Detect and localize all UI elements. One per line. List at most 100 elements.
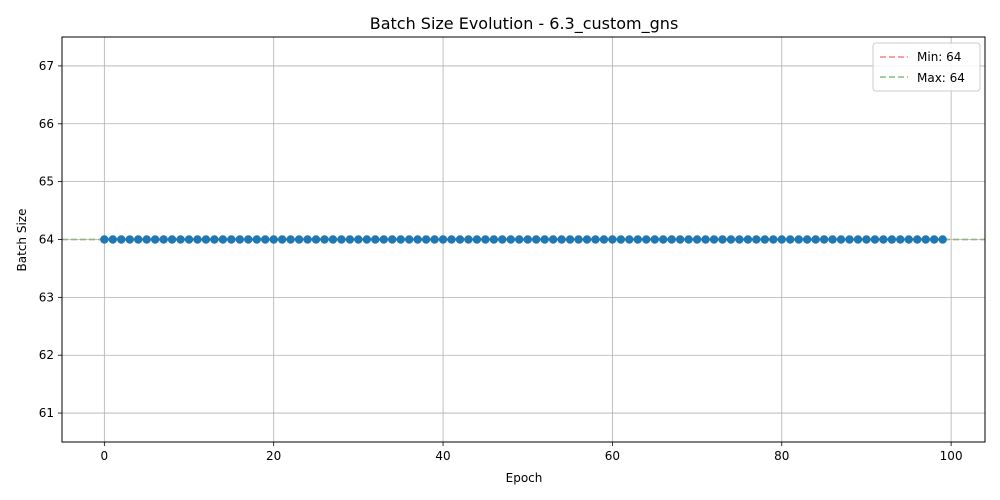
data-point	[413, 235, 422, 244]
x-tick-label: 100	[940, 449, 963, 463]
data-point	[142, 235, 151, 244]
data-point	[929, 235, 939, 244]
data-point	[464, 235, 473, 244]
x-tick-label: 40	[435, 449, 450, 463]
data-point	[125, 235, 134, 244]
data-point	[100, 235, 109, 244]
data-point	[760, 235, 770, 244]
data-point	[396, 235, 405, 244]
legend-label-max: Max: 64	[917, 71, 965, 85]
data-point	[523, 235, 532, 244]
data-point	[828, 235, 837, 244]
data-point	[388, 235, 397, 244]
data-point	[201, 235, 211, 244]
data-point	[176, 235, 185, 244]
data-point	[633, 235, 643, 244]
data-point	[303, 235, 312, 244]
data-point	[320, 235, 329, 244]
data-point	[735, 235, 744, 244]
data-point	[819, 235, 829, 244]
x-tick-label: 0	[101, 449, 109, 463]
data-point	[235, 235, 245, 244]
data-point	[684, 235, 693, 244]
data-point	[870, 235, 880, 244]
data-point	[498, 235, 507, 244]
data-point	[328, 235, 338, 244]
data-point	[887, 235, 897, 244]
x-axis-label: Epoch	[506, 471, 543, 485]
data-point	[794, 235, 803, 244]
data-point	[582, 235, 592, 244]
data-point	[117, 235, 126, 244]
data-point	[811, 235, 820, 244]
data-point	[362, 235, 372, 244]
data-point	[786, 235, 795, 244]
data-point	[481, 235, 490, 244]
data-point	[659, 235, 668, 244]
data-point	[218, 235, 228, 244]
data-point	[404, 235, 414, 244]
data-point	[193, 235, 202, 244]
y-tick-label: 65	[39, 175, 54, 189]
data-point	[515, 235, 524, 244]
data-point	[167, 235, 177, 244]
data-point	[269, 235, 278, 244]
data-point	[455, 235, 465, 244]
data-point	[557, 235, 566, 244]
data-point	[574, 235, 583, 244]
data-point	[650, 235, 659, 244]
data-point	[692, 235, 702, 244]
data-point	[354, 235, 363, 244]
y-tick-label: 64	[39, 233, 54, 247]
data-point	[565, 235, 575, 244]
x-axis-ticks: 0 20 40 60 80 100	[101, 442, 963, 463]
x-tick-label: 80	[774, 449, 789, 463]
data-point	[506, 235, 515, 244]
data-point	[311, 235, 321, 244]
data-point	[134, 235, 143, 244]
data-point	[616, 235, 626, 244]
data-point	[769, 235, 778, 244]
data-point	[904, 235, 913, 244]
data-point	[845, 235, 854, 244]
data-point	[150, 235, 160, 244]
data-point	[345, 235, 355, 244]
data-point	[379, 235, 388, 244]
chart-title: Batch Size Evolution - 6.3_custom_gns	[370, 14, 679, 34]
data-point	[159, 235, 168, 244]
data-point	[210, 235, 219, 244]
y-tick-label: 61	[39, 406, 54, 420]
data-point	[532, 235, 541, 244]
data-point	[921, 235, 930, 244]
data-point	[625, 235, 634, 244]
data-point	[227, 235, 236, 244]
data-point	[108, 235, 118, 244]
data-point	[421, 235, 431, 244]
data-point	[642, 235, 651, 244]
data-point	[913, 235, 922, 244]
data-point	[709, 235, 719, 244]
data-point	[718, 235, 727, 244]
data-point	[184, 235, 194, 244]
data-point	[548, 235, 558, 244]
data-point	[862, 235, 871, 244]
y-tick-label: 66	[39, 117, 54, 131]
data-point	[853, 235, 863, 244]
data-point	[836, 235, 846, 244]
data-point	[591, 235, 600, 244]
data-point	[540, 235, 549, 244]
series-group	[100, 235, 947, 244]
legend-box	[872, 42, 981, 92]
data-point	[675, 235, 685, 244]
data-point	[777, 235, 786, 244]
y-tick-label: 63	[39, 290, 54, 304]
y-axis-ticks: 61 62 63 64 65 66 67	[39, 59, 62, 420]
data-point	[879, 235, 888, 244]
data-point	[438, 235, 448, 244]
y-tick-label: 62	[39, 348, 54, 362]
data-point	[337, 235, 346, 244]
y-tick-label: 67	[39, 59, 54, 73]
data-point	[667, 235, 676, 244]
